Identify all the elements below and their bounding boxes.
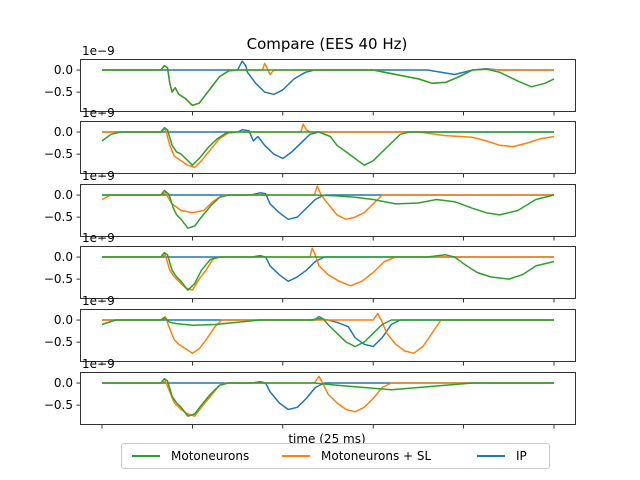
panel-2: 0.0 −0.5 1e−9 xyxy=(44,106,576,178)
y-tick-label: 0.0 xyxy=(54,250,73,264)
panel-lines xyxy=(101,123,555,169)
offset-text: 1e−9 xyxy=(82,44,115,58)
series-line-motoneurons-sl xyxy=(102,123,555,169)
legend-label-motoneurons-sl: Motoneurons + SL xyxy=(321,449,432,463)
panel-1: 0.0 −0.5 1e−9 xyxy=(44,44,576,116)
series-line-motoneurons xyxy=(101,126,554,166)
panel-frame xyxy=(80,372,576,425)
legend-label-ip: IP xyxy=(516,449,527,463)
panel-6: 0.0 −0.5 1e−9 xyxy=(44,357,576,429)
legend-swatch-motoneurons xyxy=(132,455,160,457)
offset-text: 1e−9 xyxy=(82,357,115,371)
y-tick-label: −0.5 xyxy=(44,210,73,224)
series-line-motoneurons xyxy=(101,315,554,348)
panel-frame xyxy=(80,121,576,174)
y-tick-label: −0.5 xyxy=(44,85,73,99)
offset-text: 1e−9 xyxy=(82,231,115,245)
panel-frame xyxy=(80,309,576,362)
panels: 0.0 −0.5 1e−9 0.0 −0.5 1e−9 0.0 −0.5 1e−9 0.0 −0.5… xyxy=(44,44,576,429)
y-tick-label: 0.0 xyxy=(54,376,73,390)
panel-frame xyxy=(80,59,576,112)
legend: Motoneurons Motoneurons + SL IP xyxy=(121,443,550,469)
panel-lines xyxy=(102,247,555,291)
panel-lines xyxy=(101,312,554,354)
panel-lines xyxy=(102,375,554,417)
y-tick-label: −0.5 xyxy=(44,335,73,349)
panel-lines xyxy=(102,60,555,107)
panel-frame xyxy=(80,246,576,299)
y-tick-label: 0.0 xyxy=(54,63,73,77)
series-line-motoneurons xyxy=(102,189,555,229)
panel-3: 0.0 −0.5 1e−9 xyxy=(44,169,576,241)
offset-text: 1e−9 xyxy=(82,106,115,120)
series-line-ip xyxy=(102,129,554,160)
offset-text: 1e−9 xyxy=(82,294,115,308)
panel-4: 0.0 −0.5 1e−9 xyxy=(44,231,576,303)
y-tick-label: −0.5 xyxy=(44,147,73,161)
series-line-ip xyxy=(102,60,554,96)
legend-swatch-motoneurons-sl xyxy=(282,455,310,457)
series-line-motoneurons-sl xyxy=(102,247,554,291)
series-line-motoneurons-sl xyxy=(102,312,554,354)
panel-lines xyxy=(101,185,555,229)
y-tick-label: 0.0 xyxy=(54,125,73,139)
series-line-motoneurons xyxy=(102,64,555,107)
panel-5: 0.0 −0.5 1e−9 xyxy=(44,294,576,366)
legend-item-motoneurons: Motoneurons xyxy=(132,448,249,464)
series-line-ip xyxy=(102,192,554,221)
chart-title: Compare (EES 40 Hz) xyxy=(247,35,408,53)
panel-frame xyxy=(80,184,576,237)
y-tick-label: −0.5 xyxy=(44,272,73,286)
series-line-ip xyxy=(102,317,554,348)
series-line-motoneurons xyxy=(102,377,554,417)
y-tick-label: 0.0 xyxy=(54,188,73,202)
series-line-motoneurons xyxy=(102,251,555,291)
x-axis-label: time (25 ms) xyxy=(288,432,365,446)
legend-item-motoneurons-sl: Motoneurons + SL xyxy=(282,448,431,464)
series-line-ip xyxy=(102,380,554,411)
legend-swatch-ip xyxy=(477,455,505,457)
series-line-motoneurons-sl xyxy=(101,185,554,221)
legend-item-ip: IP xyxy=(477,448,527,464)
legend-label-motoneurons: Motoneurons xyxy=(171,449,250,463)
offset-text: 1e−9 xyxy=(82,169,115,183)
y-tick-label: 0.0 xyxy=(54,313,73,327)
y-tick-label: −0.5 xyxy=(44,398,73,412)
